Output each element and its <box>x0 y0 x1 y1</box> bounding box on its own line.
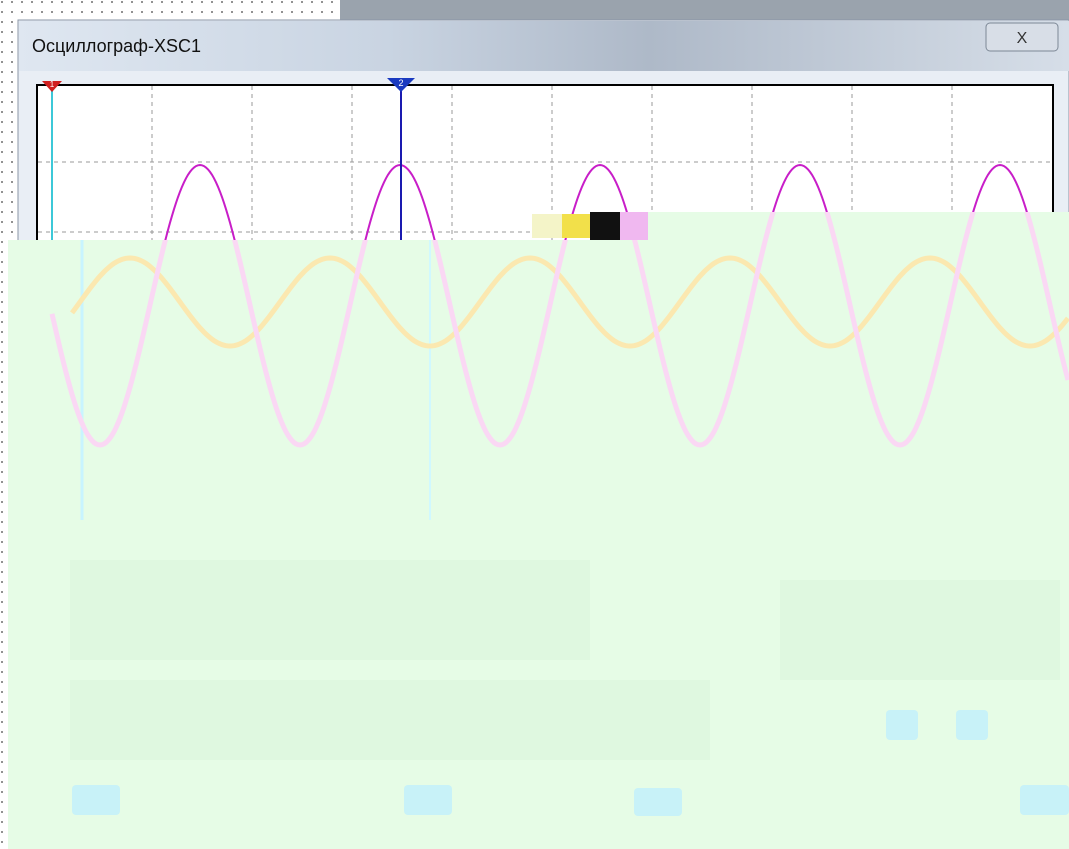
glitch <box>532 214 562 238</box>
window-title: Осциллограф-XSC1 <box>32 36 201 56</box>
glitch <box>590 212 620 240</box>
ghost-panel <box>70 560 590 660</box>
close-label[interactable]: X <box>1017 30 1028 47</box>
glitch <box>620 212 648 240</box>
ghost-panel <box>70 680 710 760</box>
ghost-button[interactable] <box>886 710 918 740</box>
cursor-1-label: 1 <box>50 80 55 89</box>
screenshot: Осциллограф-XSC1 X 1 2 <box>0 0 1069 849</box>
ghost-button[interactable] <box>634 788 682 816</box>
bg-window <box>340 0 1069 20</box>
ghost-panel <box>780 580 1060 680</box>
glitch <box>562 214 590 238</box>
cursor-2-label: 2 <box>398 78 403 88</box>
page: Осциллограф-XSC1 X 1 2 <box>0 0 1069 849</box>
ghost-button[interactable] <box>956 710 988 740</box>
ghost-button[interactable] <box>404 785 452 815</box>
ghost-button[interactable] <box>1020 785 1069 815</box>
ghost-button[interactable] <box>72 785 120 815</box>
